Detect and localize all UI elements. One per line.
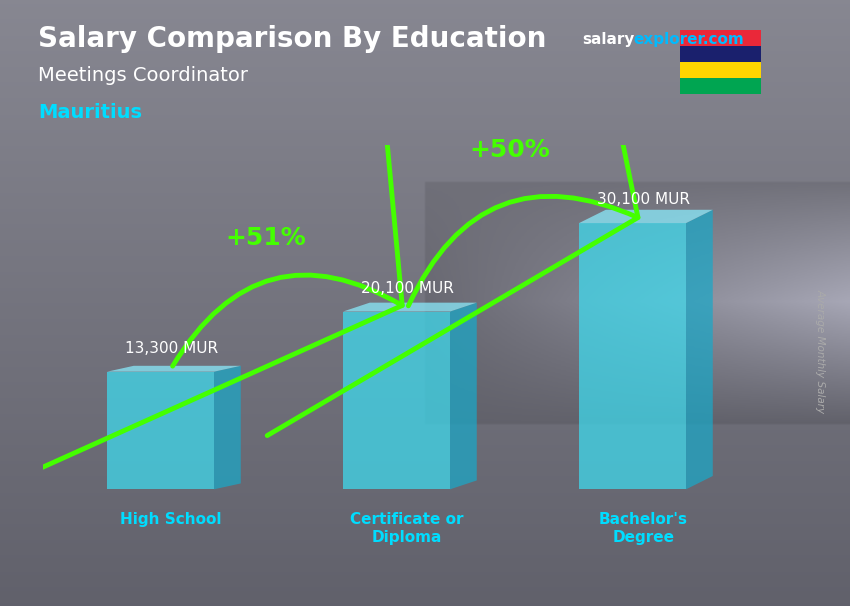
Polygon shape <box>579 223 686 489</box>
Text: Meetings Coordinator: Meetings Coordinator <box>38 66 248 85</box>
Text: Bachelor's
Degree: Bachelor's Degree <box>598 511 688 545</box>
Polygon shape <box>579 210 713 223</box>
Polygon shape <box>686 210 713 489</box>
Text: Certificate or
Diploma: Certificate or Diploma <box>350 511 464 545</box>
Polygon shape <box>343 302 477 311</box>
Polygon shape <box>214 366 241 489</box>
Text: salary: salary <box>582 32 635 47</box>
FancyArrowPatch shape <box>10 0 402 482</box>
Text: explorer.com: explorer.com <box>633 32 744 47</box>
Text: Average Monthly Salary: Average Monthly Salary <box>815 290 825 413</box>
Text: High School: High School <box>121 511 222 527</box>
Polygon shape <box>107 371 214 489</box>
Bar <box>680 46 761 62</box>
Text: 20,100 MUR: 20,100 MUR <box>360 281 454 296</box>
Polygon shape <box>450 302 477 489</box>
Bar <box>680 62 761 78</box>
Text: Salary Comparison By Education: Salary Comparison By Education <box>38 25 547 53</box>
Polygon shape <box>343 311 450 489</box>
Text: 13,300 MUR: 13,300 MUR <box>125 341 218 356</box>
FancyArrowPatch shape <box>267 0 638 436</box>
Polygon shape <box>107 366 241 371</box>
Text: 30,100 MUR: 30,100 MUR <box>597 192 689 207</box>
Bar <box>680 30 761 46</box>
Text: +51%: +51% <box>225 226 306 250</box>
Bar <box>680 78 761 94</box>
Text: Mauritius: Mauritius <box>38 102 142 122</box>
Text: +50%: +50% <box>469 138 550 162</box>
